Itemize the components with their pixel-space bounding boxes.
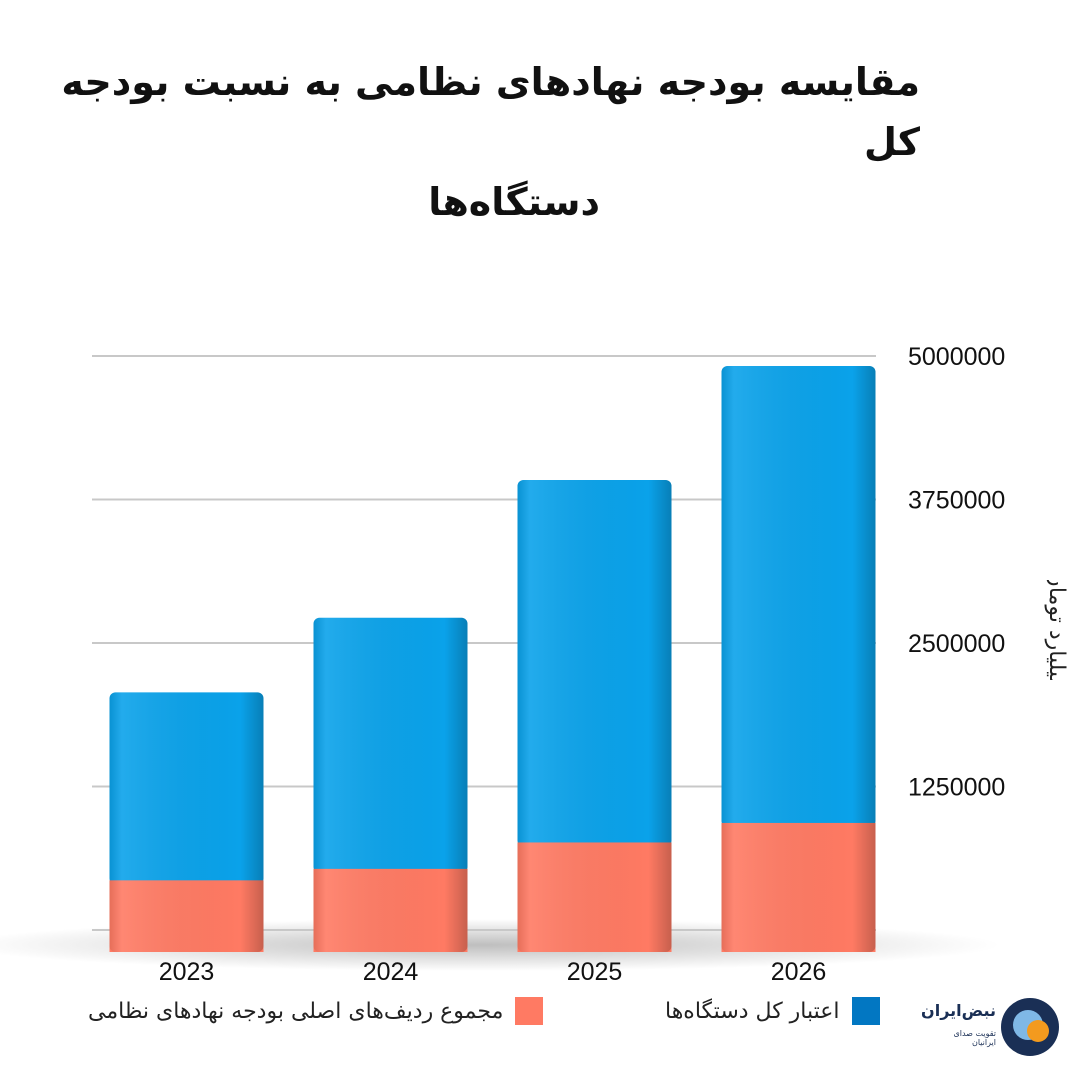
brand-circle-icon [1001,998,1059,1056]
y-tick-label: 3750000 [908,487,1005,515]
legend-item-total: اعتبار کل دستگاه‌ها [665,996,880,1026]
y-axis-label: میلیارد تومان [1044,580,1069,680]
brand-logo: نبض‌ایران تقویت صدای ایرانیان [921,997,1068,1057]
y-axis-label-text: میلیارد تومان [1044,580,1069,680]
bar-shading-2023 [109,692,264,952]
bar-shading-2024 [313,617,468,952]
y-tick-label: 5000000 [908,343,1005,371]
y-tick-label: 2500000 [908,630,1005,658]
legend-swatch-total [851,997,880,1025]
bar-shading-2025 [517,479,672,952]
legend-label-military: مجموع ردیف‌های اصلی بودجه نهادهای نظامی [88,998,504,1024]
y-tick-label: 1250000 [908,774,1005,802]
legend-label-total: اعتبار کل دستگاه‌ها [665,998,840,1024]
legend-item-military: مجموع ردیف‌های اصلی بودجه نهادهای نظامی [88,996,544,1026]
bars [109,366,876,952]
y-tick-labels: 1250000 2500000 3750000 5000000 [908,343,1005,802]
title-line-2: دستگاه‌ها [428,180,600,224]
brand-tagline: تقویت صدای ایرانیان [953,1029,996,1047]
x-tick-label: 2025 [567,958,623,986]
bar-shading-2026 [721,366,876,952]
page-title: مقایسه بودجه نهادهای نظامی به نسبت بودجه… [60,52,920,232]
x-tick-label: 2023 [159,958,215,986]
title-line-1: مقایسه بودجه نهادهای نظامی به نسبت بودجه… [61,60,920,164]
x-tick-label: 2024 [363,958,419,986]
x-tick-label: 2026 [771,958,827,986]
legend-swatch-military [515,997,544,1025]
brand-name: نبض‌ایران [921,1001,996,1020]
x-tick-labels: 2023 2024 2025 2026 [159,958,827,986]
